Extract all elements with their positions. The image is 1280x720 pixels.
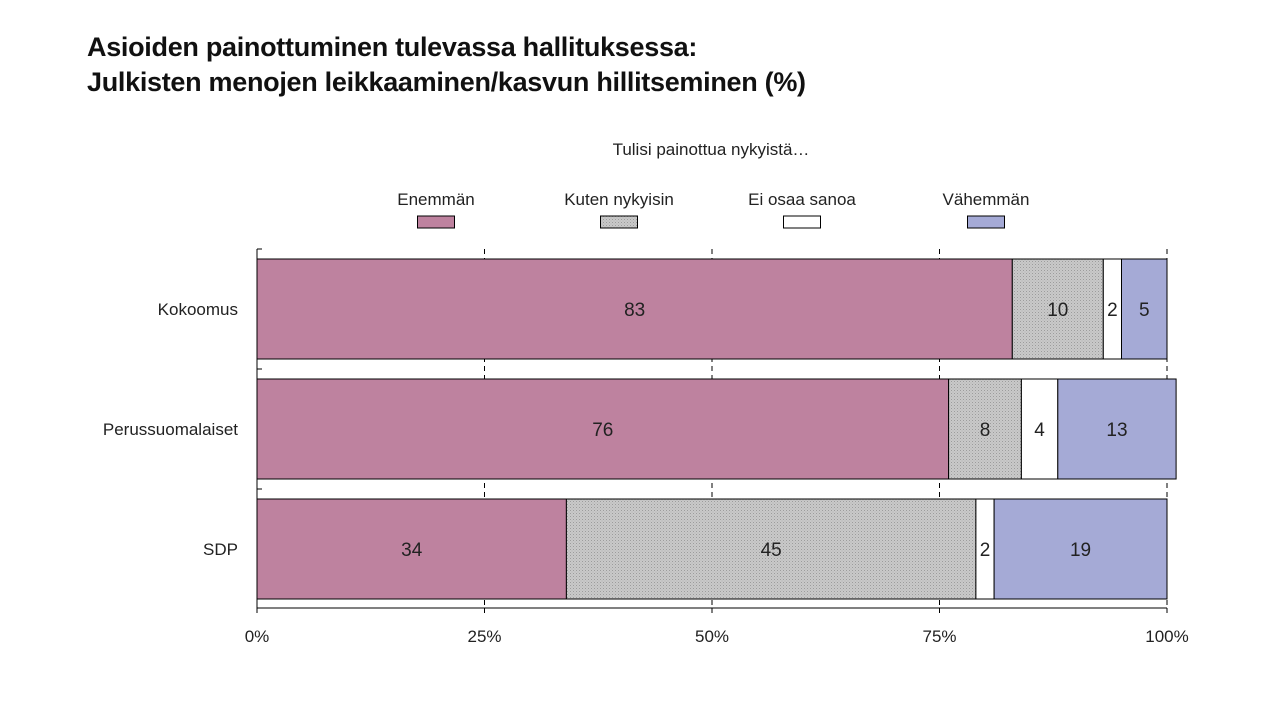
- data-label: 13: [1106, 420, 1127, 441]
- data-label: 2: [1107, 300, 1118, 321]
- x-tick-label: 100%: [1145, 627, 1188, 646]
- chart-title: Asioiden painottuminen tulevassa hallitu…: [87, 30, 806, 100]
- data-label: 4: [1034, 420, 1045, 441]
- bar-segment: [993, 498, 1168, 600]
- legend-swatch: [417, 215, 455, 229]
- bar-segment: [1020, 378, 1059, 480]
- data-label: 19: [1070, 540, 1091, 561]
- legend-label: Vähemmän: [943, 190, 1030, 209]
- legend-label: Enemmän: [397, 190, 474, 209]
- category-label: SDP: [203, 540, 238, 559]
- bar-segment: [1121, 258, 1168, 360]
- bar-segment: [948, 378, 1022, 480]
- bar-segment: [256, 498, 567, 600]
- x-tick-label: 25%: [467, 627, 501, 646]
- category-label: Kokoomus: [158, 300, 238, 319]
- legend-swatch: [600, 215, 638, 229]
- data-label: 10: [1047, 300, 1068, 321]
- bar-segment: [1057, 378, 1177, 480]
- bar-segment: [565, 498, 977, 600]
- bar-segment: [1011, 258, 1104, 360]
- data-label: 76: [592, 420, 613, 441]
- legend-swatch: [783, 215, 821, 229]
- title-line-1: Asioiden painottuminen tulevassa hallitu…: [87, 32, 698, 62]
- data-label: 45: [761, 540, 782, 561]
- legend-label: Ei osaa sanoa: [748, 190, 856, 209]
- x-tick-label: 50%: [695, 627, 729, 646]
- legend-title: Tulisi painottua nykyistä…: [613, 140, 810, 159]
- legend-label: Kuten nykyisin: [564, 190, 674, 209]
- data-label: 83: [624, 300, 645, 321]
- bar-segment: [256, 258, 1013, 360]
- data-label: 2: [980, 540, 991, 561]
- bar-segment: [256, 378, 950, 480]
- data-label: 8: [980, 420, 991, 441]
- x-tick-label: 75%: [922, 627, 956, 646]
- x-tick-label: 0%: [245, 627, 270, 646]
- title-line-2: Julkisten menojen leikkaaminen/kasvun hi…: [87, 67, 806, 97]
- data-label: 34: [401, 540, 423, 561]
- legend-swatch: [967, 215, 1005, 229]
- data-label: 5: [1139, 300, 1150, 321]
- category-label: Perussuomalaiset: [103, 420, 238, 439]
